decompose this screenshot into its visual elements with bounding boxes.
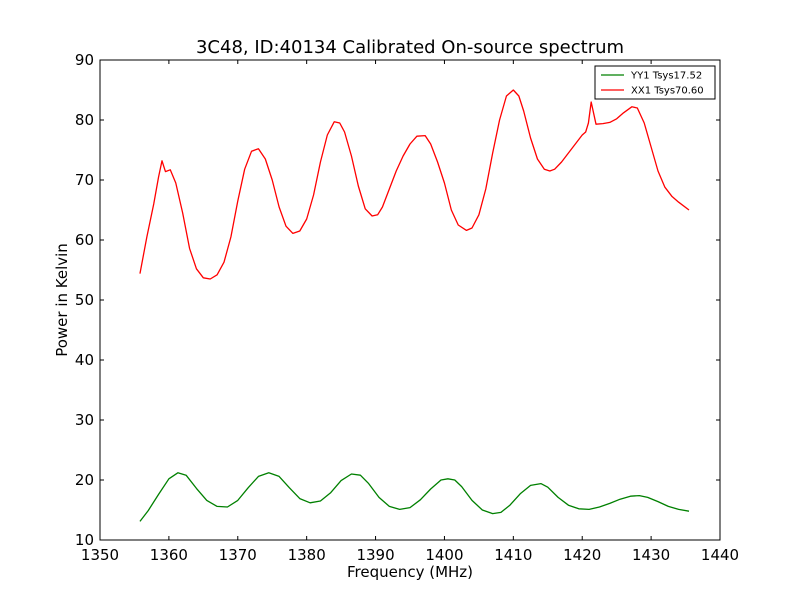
x-tick-label: 1370 [219,546,257,564]
series-line-0 [139,472,690,522]
chart-title: 3C48, ID:40134 Calibrated On-source spec… [196,37,624,58]
x-tick-label: 1430 [632,546,670,564]
x-tick-label: 1380 [288,546,326,564]
x-tick-label: 1420 [563,546,601,564]
plot-frame [99,59,721,541]
plot-lines [139,89,690,522]
y-tick-label: 40 [75,351,94,369]
series-line-1 [139,89,690,280]
legend-label-yy1: YY1 Tsys17.52 [630,71,702,82]
legend: YY1 Tsys17.52 XX1 Tsys70.60 [594,65,716,100]
y-tick-label: 60 [75,231,94,249]
axis-tick-labels: 1350 1360 1370 1380 1390 1400 1410 1420 1430 1440… [75,51,739,564]
x-tick-label: 1350 [81,546,119,564]
y-tick-label: 30 [75,411,94,429]
y-tick-label: 70 [75,171,94,189]
x-tick-label: 1390 [356,546,394,564]
y-tick-label: 20 [75,471,94,489]
y-axis-label: Power in Kelvin [53,243,71,357]
y-tick-label: 80 [75,111,94,129]
y-tick-label: 90 [75,51,94,69]
x-tick-label: 1440 [701,546,739,564]
x-tick-label: 1410 [494,546,532,564]
x-tick-label: 1360 [150,546,188,564]
y-tick-label: 50 [75,291,94,309]
x-axis-label: Frequency (MHz) [347,563,473,581]
x-tick-label: 1400 [425,546,463,564]
y-tick-label: 10 [75,531,94,549]
legend-box [594,65,716,100]
legend-label-xx1: XX1 Tsys70.60 [631,86,704,97]
